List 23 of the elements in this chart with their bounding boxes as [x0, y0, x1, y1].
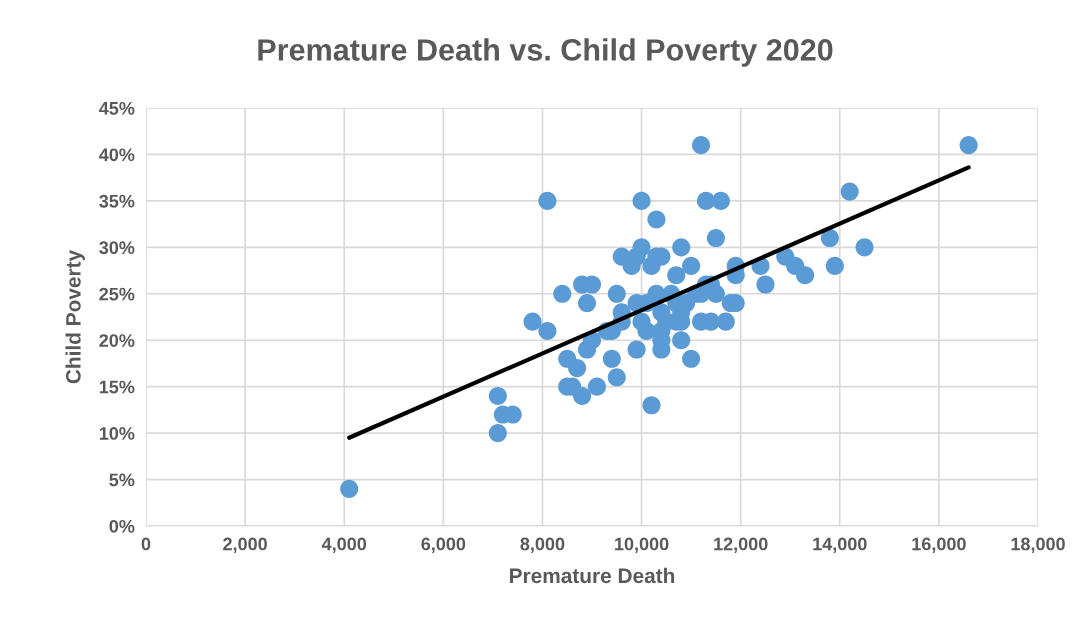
- x-tick-label: 14,000: [813, 537, 867, 553]
- y-tick-label: 30%: [99, 241, 135, 255]
- x-tick-label: 4,000: [321, 537, 367, 553]
- x-tick-label: 2,000: [223, 537, 267, 553]
- y-tick-label: 35%: [99, 194, 135, 208]
- y-tick-label: 10%: [99, 427, 135, 440]
- x-tick-label: 10,000: [615, 537, 669, 553]
- y-tick-label: 25%: [99, 287, 135, 301]
- chart-title: Premature Death vs. Child Poverty 2020: [258, 38, 833, 67]
- y-tick-label: 45%: [99, 101, 135, 115]
- x-tick-label: 0: [141, 537, 151, 551]
- y-axis-title: Child Poverty: [65, 249, 85, 384]
- x-tick-label: 8,000: [520, 537, 565, 553]
- x-axis-title: Premature Death: [510, 567, 675, 584]
- y-tick-label: 20%: [99, 334, 135, 347]
- y-tick-label: 5%: [109, 473, 135, 487]
- y-tick-label: 40%: [99, 148, 135, 162]
- y-tick-label: 0%: [109, 519, 135, 533]
- x-tick-label: 16,000: [912, 537, 966, 553]
- x-tick-label: 6,000: [421, 537, 466, 553]
- y-tick-label: 15%: [99, 380, 135, 394]
- x-tick-label: 18,000: [1011, 537, 1065, 553]
- x-tick-label: 12,000: [714, 537, 768, 553]
